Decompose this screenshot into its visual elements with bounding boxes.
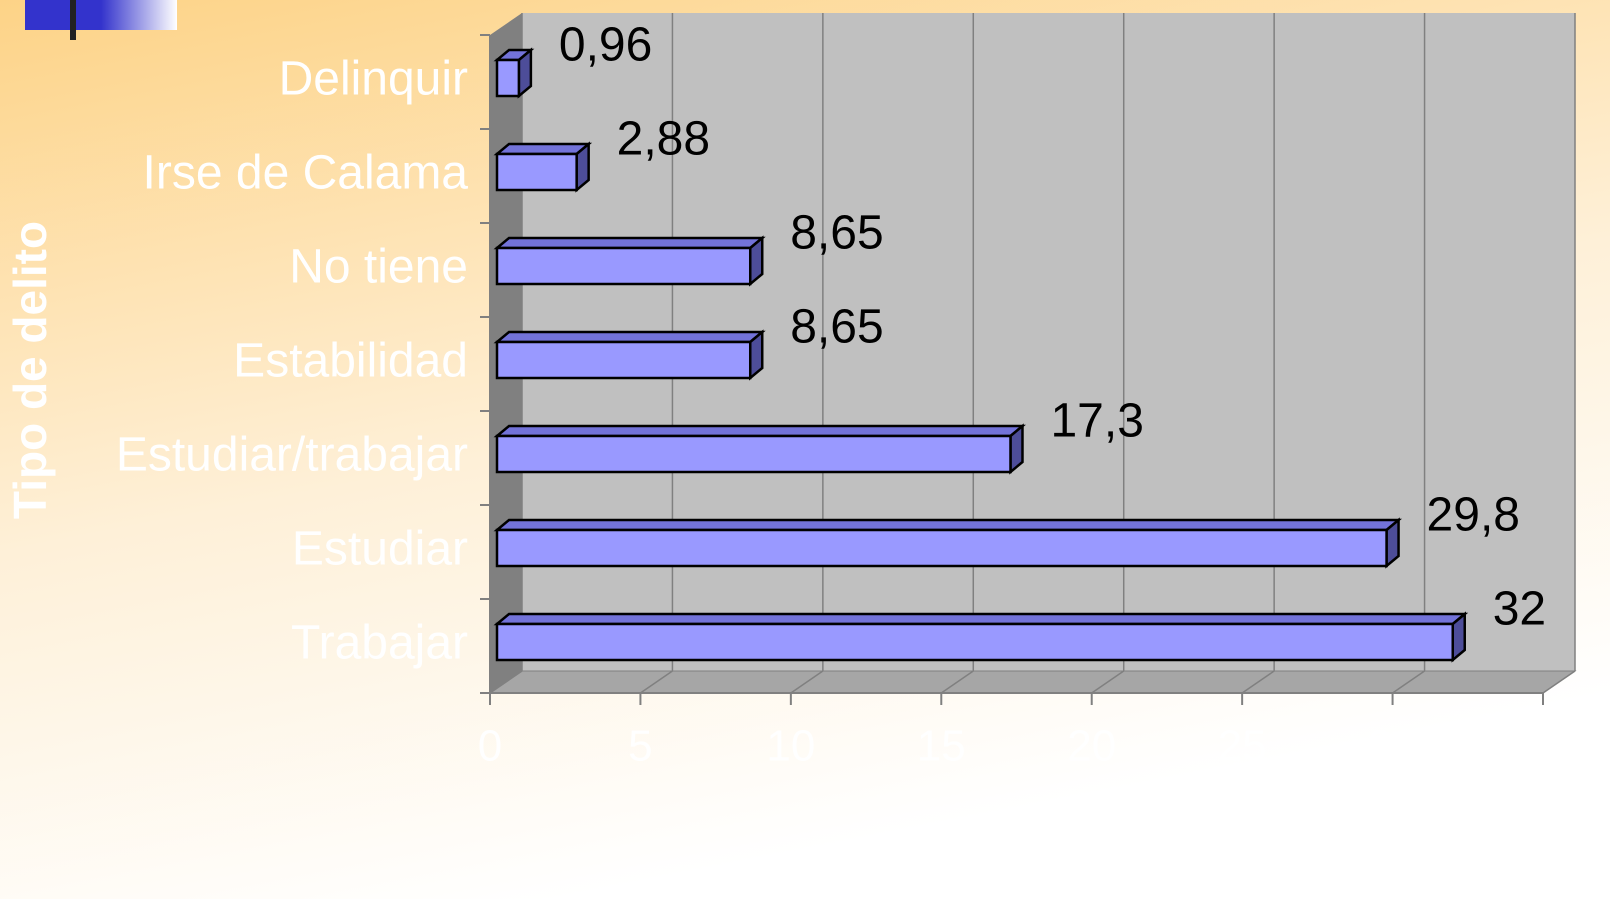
y-tick-label: Estudiar/trabajar: [116, 429, 468, 482]
data-label: 32: [1493, 583, 1546, 636]
data-label: 8,65: [790, 207, 883, 260]
x-axis-title: %: [998, 825, 1039, 877]
bar-side: [575, 141, 590, 193]
y-tick-label: Irse de Calama: [143, 147, 469, 200]
y-tick-label: Trabajar: [291, 617, 468, 670]
y-tick-label: Estabilidad: [233, 335, 468, 388]
data-label: 8,65: [790, 301, 883, 354]
grid-line: [1392, 670, 1425, 694]
grid-line: [1241, 670, 1275, 694]
grid-line: [489, 670, 523, 694]
bar: [495, 58, 521, 98]
data-label: 29,8: [1427, 489, 1520, 542]
x-tick-label: 30: [1368, 722, 1417, 771]
data-label: 0,96: [559, 19, 652, 72]
grid-line: [790, 670, 824, 694]
x-tick-label: 20: [1067, 722, 1116, 771]
plot-area: 0 5 10 15 20 25 30 35 Delinquir 0,96 Irse de Calam…: [116, 13, 1577, 771]
y-tick-label: Estudiar: [292, 523, 468, 576]
bar-top: [493, 518, 1403, 532]
data-label: 17,3: [1050, 395, 1143, 448]
x-tick-label: 35: [1519, 722, 1568, 771]
bar-top: [493, 236, 766, 250]
back-wall: [522, 13, 1575, 671]
data-label: 2,88: [617, 113, 710, 166]
bar: [495, 340, 752, 380]
bar-side: [517, 47, 533, 99]
bar-side: [748, 235, 764, 287]
grid-line: [640, 670, 673, 694]
bar: [495, 528, 1388, 568]
bar: [495, 246, 752, 286]
bar-side: [1385, 517, 1400, 569]
x-tick-label: 25: [1218, 722, 1267, 771]
grid-line: [1091, 670, 1125, 694]
bar-top: [493, 424, 1026, 438]
decoration: [25, 0, 177, 30]
bar-side: [1009, 423, 1024, 475]
bar-top: [493, 142, 593, 156]
bar: [495, 622, 1454, 662]
decoration: [70, 0, 76, 40]
bar: [495, 152, 578, 192]
grid-line: [940, 670, 974, 694]
floor: [488, 670, 1577, 694]
x-tick-label: 5: [628, 722, 652, 771]
bar-side: [1451, 611, 1466, 663]
x-tick-label: 0: [478, 722, 502, 771]
x-tick-label: 10: [766, 722, 815, 771]
bar-top: [493, 612, 1469, 626]
bar-side: [748, 329, 764, 381]
grid-line: [1542, 670, 1576, 694]
x-tick-label: 15: [917, 722, 966, 771]
y-tick-label: Delinquir: [279, 53, 468, 106]
y-tick-label: No tiene: [289, 241, 468, 294]
y-axis-title: Tipo de delito: [4, 221, 56, 519]
bar: [495, 434, 1012, 474]
bar-top: [493, 330, 766, 344]
